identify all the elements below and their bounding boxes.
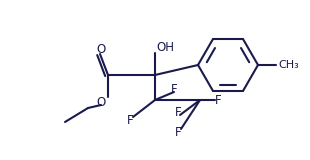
Text: O: O	[96, 43, 106, 56]
Text: F: F	[175, 105, 181, 119]
Text: F: F	[215, 93, 221, 107]
Text: CH₃: CH₃	[278, 60, 299, 70]
Text: F: F	[127, 113, 133, 127]
Text: F: F	[175, 125, 181, 139]
Text: OH: OH	[156, 40, 174, 53]
Text: O: O	[96, 96, 106, 108]
Text: F: F	[171, 83, 177, 96]
